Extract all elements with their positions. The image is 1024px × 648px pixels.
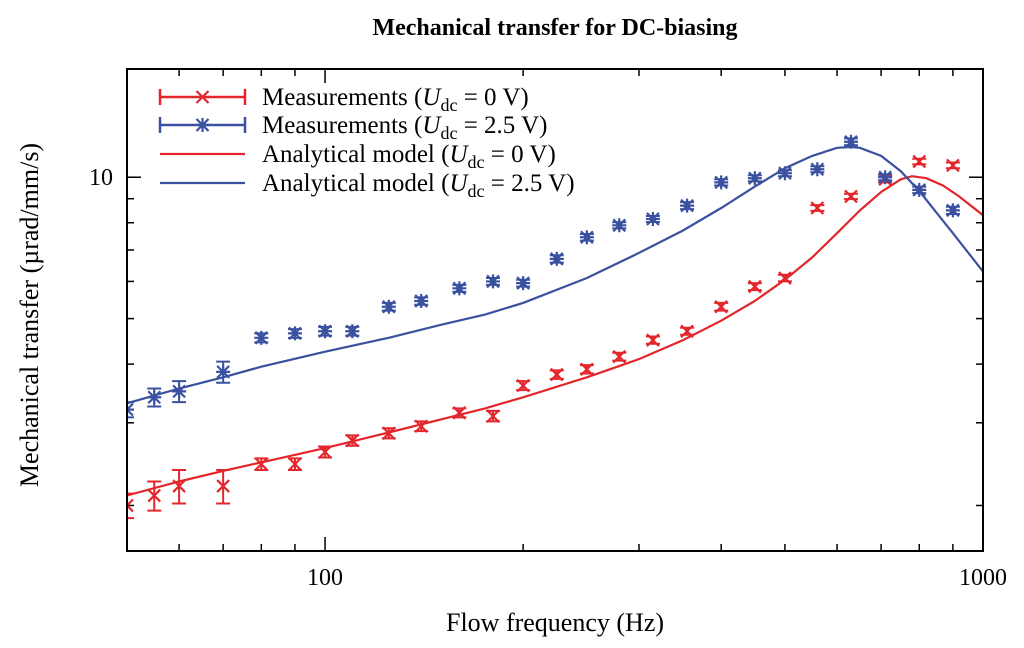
data-point [127,498,134,513]
data-point [778,271,792,285]
series-layer [127,134,983,520]
data-point [147,390,162,405]
data-point [747,171,762,186]
data-point [345,324,360,339]
data-point [288,457,302,471]
data-point [612,349,627,364]
plot-area [127,134,983,520]
data-point [748,279,762,294]
data-point [912,182,927,197]
x-tick-label: 1000 [959,565,1007,591]
data-point [810,162,825,177]
data-point [254,457,269,471]
data-point [414,419,428,433]
data-point [287,326,302,341]
data-point [452,281,467,296]
data-point [810,201,825,215]
legend-marker [195,90,210,104]
error-bar [127,401,134,419]
data-point [216,479,230,493]
data-point [945,203,960,218]
data-point [612,218,627,233]
data-point [777,166,792,181]
data-point [147,488,162,503]
data-point [172,479,186,493]
data-point [580,362,594,377]
y-axis-label: Mechanical transfer (µrad/mm/s) [15,143,44,487]
x-axis-label: Flow frequency (Hz) [446,608,664,637]
data-point [381,299,396,314]
data-point [254,330,269,345]
legend-label: Measurements (Udc = 0 V) [262,84,529,115]
data-point [843,134,858,149]
data-point [345,433,360,448]
x-tick-label: 100 [307,565,343,591]
data-point [216,364,231,379]
data-point [646,333,660,347]
measurement-series [127,134,960,419]
data-point [452,406,467,420]
legend-marker [195,118,210,132]
axis-ticks [127,69,983,551]
data-point [680,324,694,338]
data-point [549,367,564,382]
data-point [714,175,729,190]
model-line [127,145,983,405]
data-point [579,230,594,245]
data-point [382,426,396,441]
legend-label: Analytical model (Udc = 0 V) [262,141,556,172]
chart-title: Mechanical transfer for DC-biasing [372,15,737,41]
legend-label: Analytical model (Udc = 2.5 V) [262,170,575,201]
data-point [486,274,501,289]
data-point [172,384,187,399]
data-point [318,445,332,459]
y-tick-label: 10 [89,165,113,191]
model-line [127,175,983,497]
data-point [714,299,728,314]
data-point [878,170,893,185]
data-point [318,324,333,339]
tick-labels: 100 1000 10 [89,165,1007,591]
plot-frame [126,68,984,552]
error-bar [127,492,134,520]
data-point [645,211,660,226]
data-point [946,158,960,173]
data-point [680,198,695,213]
measurement-series [127,154,960,520]
legend: Measurements (Udc = 0 V)Measurements (Ud… [158,84,575,201]
legend-label: Measurements (Udc = 2.5 V) [262,112,547,143]
data-point [516,378,530,393]
data-point [414,294,429,309]
data-point [516,276,531,291]
data-point [549,251,564,266]
data-point [844,189,858,204]
data-point [912,154,927,169]
data-point [486,409,500,423]
